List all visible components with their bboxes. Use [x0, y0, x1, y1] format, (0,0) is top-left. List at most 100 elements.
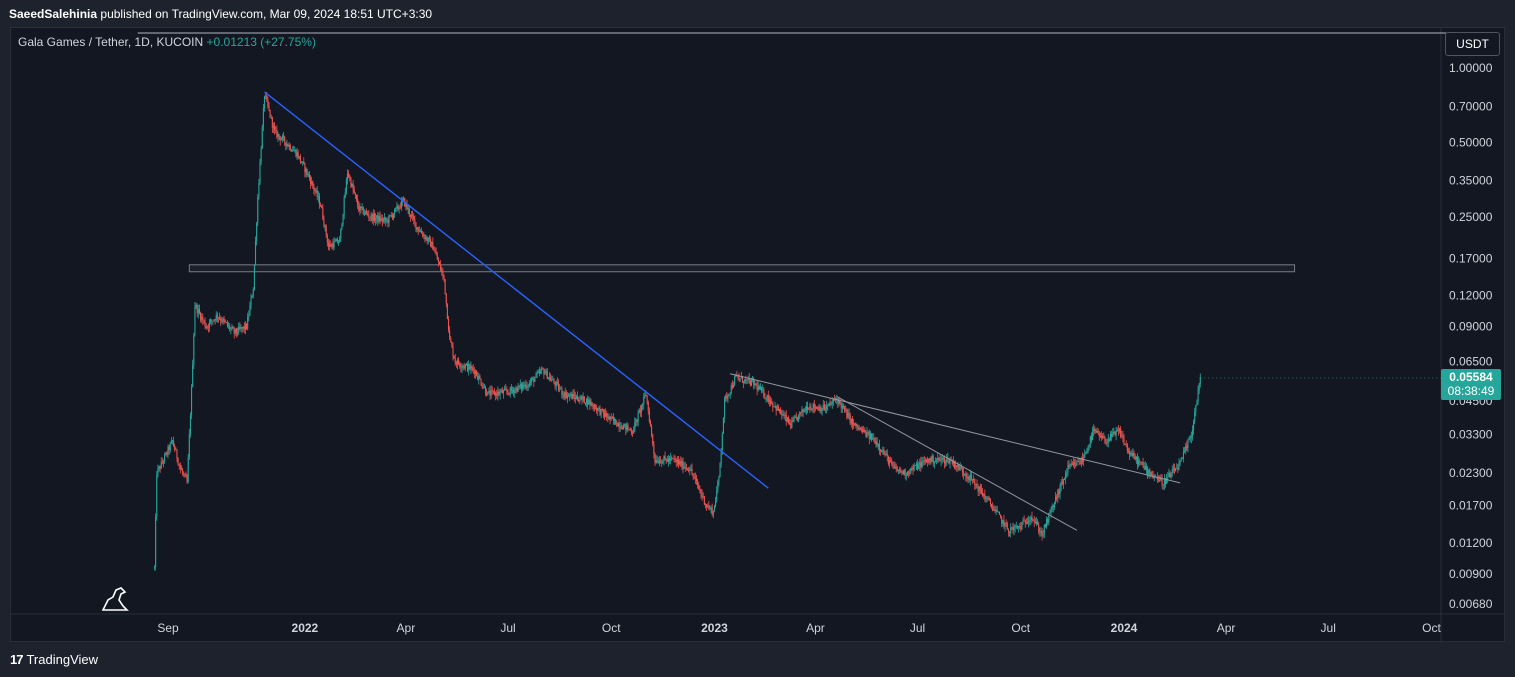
candle-body	[522, 384, 524, 389]
candle-body	[465, 363, 468, 365]
candle-body	[879, 449, 882, 452]
candle-body	[1021, 523, 1023, 530]
candle-body	[1150, 472, 1152, 475]
symbol-legend[interactable]: Gala Games / Tether, 1D, KUCOIN +0.01213…	[18, 35, 316, 49]
candle-body	[959, 467, 961, 471]
candle-body	[1157, 476, 1159, 481]
candle-body	[398, 207, 400, 210]
candle-body	[473, 370, 475, 374]
publish-header: SaeedSalehinia published on TradingView.…	[0, 0, 1515, 28]
candle-body	[845, 409, 847, 411]
candle-body	[442, 272, 444, 275]
candle-body	[211, 319, 213, 322]
candle-body	[633, 430, 635, 434]
candle-body	[872, 438, 874, 440]
candle-body	[437, 259, 439, 263]
dinosaur-icon[interactable]	[101, 587, 129, 611]
candle-body	[249, 305, 251, 315]
candle-body	[468, 364, 470, 371]
candle-body	[725, 395, 727, 398]
candle-body	[792, 420, 794, 421]
blue-trendline	[264, 91, 769, 489]
candle-body	[504, 388, 506, 391]
candle-body	[354, 192, 356, 196]
candle-body	[587, 398, 589, 405]
candle-body	[259, 162, 261, 184]
candle-body	[702, 495, 704, 497]
candle-body	[955, 465, 957, 468]
candle-body	[814, 407, 816, 409]
candle-body	[776, 406, 778, 411]
candle-body	[1053, 502, 1055, 508]
candle-body	[520, 383, 523, 389]
symbol-name: Gala Games / Tether, 1D, KUCOIN	[18, 35, 204, 49]
candle-body	[896, 469, 898, 471]
candle-body	[863, 429, 865, 433]
candle-body	[388, 215, 390, 223]
candle-body	[324, 225, 326, 227]
tradingview-footer[interactable]: 17 TradingView	[10, 652, 98, 667]
candle-body	[977, 487, 979, 492]
candle-body	[430, 238, 432, 247]
candle-body	[652, 434, 654, 445]
candle-body	[346, 173, 349, 180]
candle-body	[765, 398, 767, 400]
candle-body	[1031, 516, 1033, 520]
candle-body	[253, 264, 255, 290]
tradingview-logo-icon: 17	[10, 652, 24, 667]
candle-body	[416, 227, 418, 230]
candle-body	[431, 241, 433, 247]
candle-body	[447, 318, 450, 331]
candle-body	[206, 326, 208, 328]
candle-body	[985, 498, 987, 500]
candle-body	[673, 458, 675, 460]
candle-body	[878, 444, 880, 450]
candle-body	[699, 488, 701, 491]
candle-body	[920, 461, 922, 468]
candle-body	[833, 399, 836, 401]
candle-body	[463, 365, 465, 368]
candle-body	[1193, 421, 1195, 430]
currency-button[interactable]: USDT	[1445, 32, 1500, 56]
candle-body	[658, 460, 661, 463]
candle-body	[424, 235, 426, 240]
candle-body	[1001, 517, 1003, 524]
candle-body	[297, 152, 299, 159]
candle-body	[786, 417, 788, 422]
candle-body	[1008, 531, 1011, 534]
candle-body	[329, 244, 331, 247]
candle-body	[364, 211, 367, 214]
candle-body	[343, 197, 345, 215]
candle-body	[789, 422, 791, 424]
candle-body	[1166, 478, 1168, 485]
candle-body	[578, 399, 580, 402]
candle-body	[918, 466, 920, 469]
candle-body	[761, 387, 763, 391]
candle-body	[428, 238, 430, 239]
candle-body	[243, 326, 245, 330]
candle-body	[938, 457, 940, 460]
candle-body	[1022, 520, 1024, 524]
candle-body	[707, 505, 709, 507]
gray-trendline	[836, 395, 1078, 531]
candle-body	[727, 394, 729, 399]
candle-body	[997, 511, 999, 513]
candle-body	[548, 377, 551, 378]
candle-body	[483, 386, 485, 388]
candle-body	[716, 491, 718, 501]
candle-body	[851, 418, 854, 425]
candle-body	[436, 254, 438, 260]
author-name[interactable]: SaeedSalehinia	[9, 7, 98, 21]
candle-body	[620, 426, 622, 429]
candle-body	[1138, 460, 1140, 465]
candle-body	[744, 379, 746, 383]
candle-body	[623, 425, 625, 430]
candle-body	[858, 427, 860, 430]
candle-body	[592, 404, 594, 407]
candle-body	[1041, 530, 1043, 536]
candle-body	[712, 510, 714, 515]
candle-body	[524, 384, 526, 387]
candle-body	[251, 295, 253, 298]
candle-body	[298, 156, 300, 159]
